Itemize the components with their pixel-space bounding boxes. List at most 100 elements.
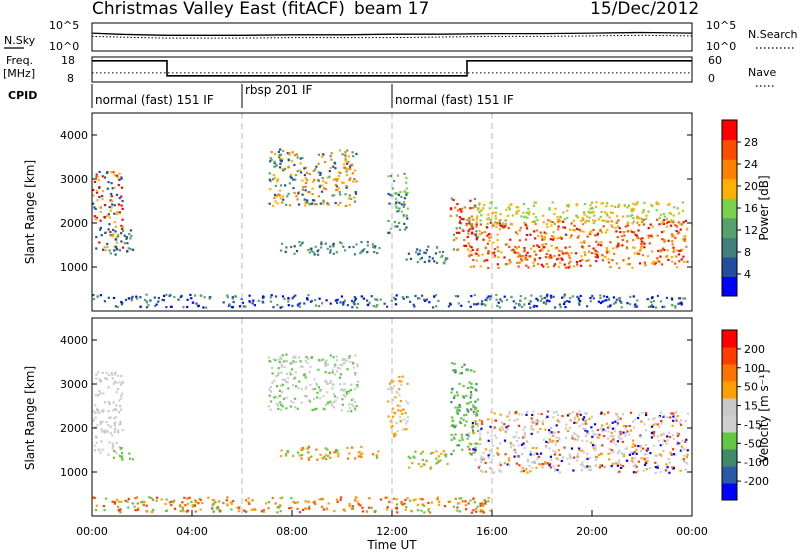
data-cell (282, 195, 285, 198)
data-cell (420, 509, 423, 512)
data-cell (440, 452, 443, 455)
data-cell (450, 438, 453, 441)
data-cell (604, 231, 607, 234)
data-cell (587, 259, 590, 262)
data-cell (476, 208, 479, 211)
data-cell (527, 266, 530, 269)
data-cell (651, 250, 654, 253)
data-cell (577, 297, 580, 300)
data-cell (311, 192, 314, 196)
data-cell (489, 509, 492, 512)
data-cell (660, 433, 664, 436)
data-cell (568, 462, 571, 466)
data-cell (279, 497, 282, 500)
data-cell (523, 446, 526, 450)
data-cell (290, 176, 293, 179)
data-cell (473, 293, 476, 297)
data-cell (484, 448, 488, 451)
data-cell (650, 235, 654, 238)
data-cell (685, 245, 688, 248)
data-cell (273, 176, 276, 179)
data-cell (280, 357, 283, 360)
data-cell (553, 212, 556, 216)
data-cell (293, 377, 296, 380)
data-cell (499, 429, 502, 432)
data-cell (321, 457, 324, 460)
data-cell (523, 303, 526, 306)
data-cell (506, 427, 509, 431)
data-cell (494, 214, 497, 218)
data-cell (478, 432, 482, 436)
data-cell (257, 299, 260, 302)
data-cell (548, 432, 551, 435)
data-cell (667, 239, 670, 242)
data-cell (645, 429, 648, 432)
data-cell (262, 510, 266, 513)
data-cell (476, 423, 479, 426)
data-cell (373, 251, 376, 254)
data-cell (410, 510, 413, 513)
data-cell (428, 255, 431, 259)
data-cell (633, 457, 636, 460)
data-cell (686, 462, 689, 465)
data-cell (211, 504, 214, 507)
data-cell (118, 211, 121, 214)
data-cell (627, 221, 630, 224)
data-cell (348, 179, 351, 182)
data-cell (535, 466, 538, 469)
data-cell (296, 156, 299, 159)
data-cell (479, 504, 482, 507)
data-cell (635, 452, 638, 455)
data-cell (486, 296, 489, 299)
data-cell (592, 228, 595, 231)
data-cell (444, 453, 447, 456)
data-cell (331, 371, 334, 374)
data-cell (620, 235, 624, 238)
data-cell (107, 410, 110, 413)
data-cell (341, 153, 344, 156)
data-cell (610, 465, 613, 468)
data-cell (314, 203, 317, 206)
data-cell (551, 201, 554, 204)
data-cell (94, 404, 97, 407)
data-cell (315, 448, 318, 451)
data-cell (102, 248, 105, 251)
data-cell (333, 406, 336, 409)
data-cell (352, 366, 355, 369)
data-cell (558, 471, 561, 474)
data-cell (481, 253, 484, 256)
data-cell (606, 202, 609, 205)
data-cell (585, 412, 588, 415)
data-cell (347, 410, 350, 413)
data-cell (99, 392, 102, 395)
data-cell (308, 251, 311, 254)
data-cell (127, 497, 130, 501)
data-cell (596, 253, 599, 256)
data-cell (112, 296, 116, 300)
data-cell (598, 433, 601, 436)
data-cell (622, 431, 625, 434)
data-cell (465, 394, 468, 398)
data-cell (643, 246, 646, 249)
data-cell (557, 431, 560, 434)
data-cell (114, 225, 117, 228)
data-cell (99, 226, 102, 229)
data-cell (522, 428, 525, 431)
data-cell (478, 229, 481, 233)
data-cell (95, 173, 98, 176)
data-cell (479, 219, 482, 222)
data-cell (545, 416, 548, 420)
data-cell (470, 393, 473, 396)
data-cell (568, 453, 571, 456)
data-cell (498, 222, 501, 225)
data-cell (663, 305, 666, 309)
data-cell (558, 303, 561, 306)
data-cell (280, 160, 283, 163)
data-cell (276, 178, 280, 181)
data-cell (394, 303, 398, 306)
data-cell (190, 500, 193, 503)
data-cell (516, 418, 519, 421)
data-cell (348, 165, 352, 168)
data-cell (594, 252, 597, 255)
data-cell (301, 241, 304, 244)
